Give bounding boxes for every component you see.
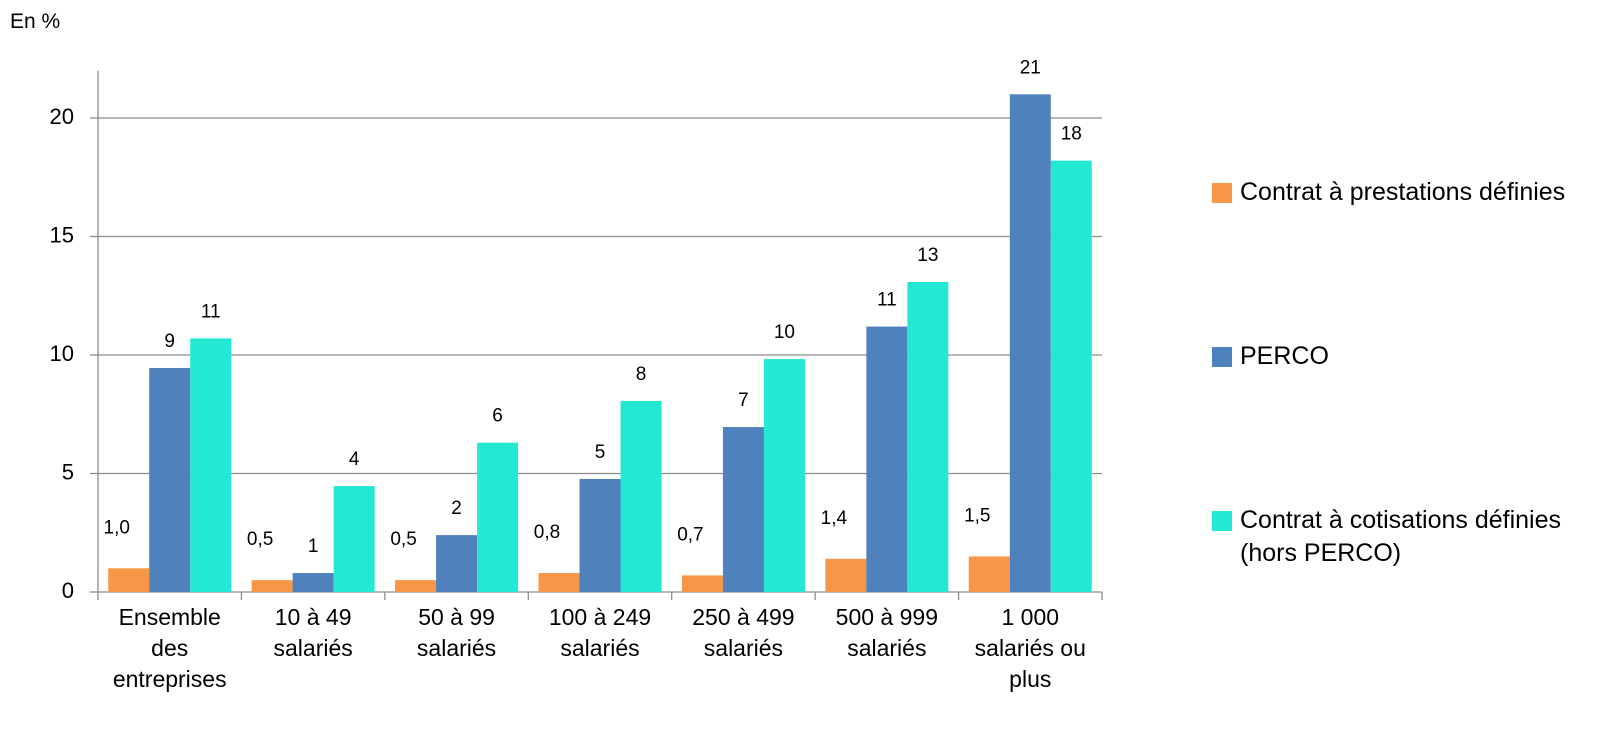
data-label: 18 [1061, 124, 1082, 145]
bar [251, 580, 293, 592]
data-label: 1 [308, 536, 319, 557]
bar [681, 575, 723, 592]
y-tick-label: 0 [62, 578, 74, 603]
legend-item: PERCO [1212, 340, 1572, 373]
x-tick-label: 250 à 499 salariés [692, 604, 795, 661]
data-label: 2 [451, 498, 462, 519]
x-tick-label: 100 à 249 salariés [548, 604, 652, 661]
data-label: 13 [917, 245, 938, 266]
y-tick-label: 15 [50, 222, 74, 247]
legend-label: Contrat à prestations définies [1240, 178, 1566, 206]
data-label: 10 [774, 322, 795, 343]
data-label: 8 [636, 364, 647, 385]
x-tick-label: 50 à 99 salariés [416, 604, 497, 661]
data-label: 1,0 [104, 517, 130, 538]
bar [108, 568, 150, 592]
data-label: 1,4 [821, 508, 848, 529]
legend-swatch [1212, 511, 1232, 531]
bar [395, 580, 437, 592]
data-label: 5 [595, 442, 606, 463]
bar [1009, 94, 1051, 593]
bar [292, 573, 334, 592]
bar [436, 535, 478, 592]
legend-label: PERCO [1240, 342, 1329, 370]
legend-item: Contrat à cotisations définies (hors PER… [1212, 504, 1572, 570]
bar [477, 442, 519, 592]
x-tick-label: 10 à 49 salariés [273, 604, 353, 661]
y-tick-label: 5 [62, 459, 74, 484]
data-label: 4 [349, 449, 360, 470]
x-tick-label: 1 000 salariés ou plus [974, 604, 1086, 692]
bar [333, 486, 375, 592]
bar [190, 338, 232, 592]
bar [149, 368, 191, 592]
x-tick-label: Ensemble des entreprises [112, 604, 227, 692]
bar [763, 359, 805, 592]
bar [866, 326, 908, 592]
bar [722, 427, 764, 592]
legend-label: Contrat à cotisations définies (hors PER… [1240, 506, 1562, 567]
data-label: 7 [738, 390, 749, 411]
bar [825, 558, 867, 592]
bar [620, 400, 662, 592]
bar [579, 478, 621, 592]
data-label: 6 [492, 406, 503, 427]
data-label: 11 [201, 301, 221, 322]
data-label: 11 [877, 290, 897, 311]
y-axis-label: En % [10, 10, 61, 33]
bar [968, 556, 1010, 592]
legend-swatch [1212, 347, 1232, 367]
y-tick-label: 10 [50, 341, 74, 366]
data-label: 1,5 [964, 505, 990, 526]
data-label: 0,5 [247, 529, 273, 550]
data-label: 0,8 [534, 522, 560, 543]
legend-item: Contrat à prestations définies [1212, 176, 1572, 209]
legend-swatch [1212, 183, 1232, 203]
y-tick-label: 20 [50, 104, 74, 129]
data-label: 9 [164, 331, 175, 352]
data-label: 0,7 [677, 524, 703, 545]
bar [538, 573, 580, 592]
data-label: 0,5 [390, 529, 416, 550]
x-tick-label: 500 à 999 salariés [835, 604, 938, 661]
bar [907, 282, 949, 592]
bar [1050, 160, 1092, 592]
data-label: 21 [1020, 57, 1041, 78]
